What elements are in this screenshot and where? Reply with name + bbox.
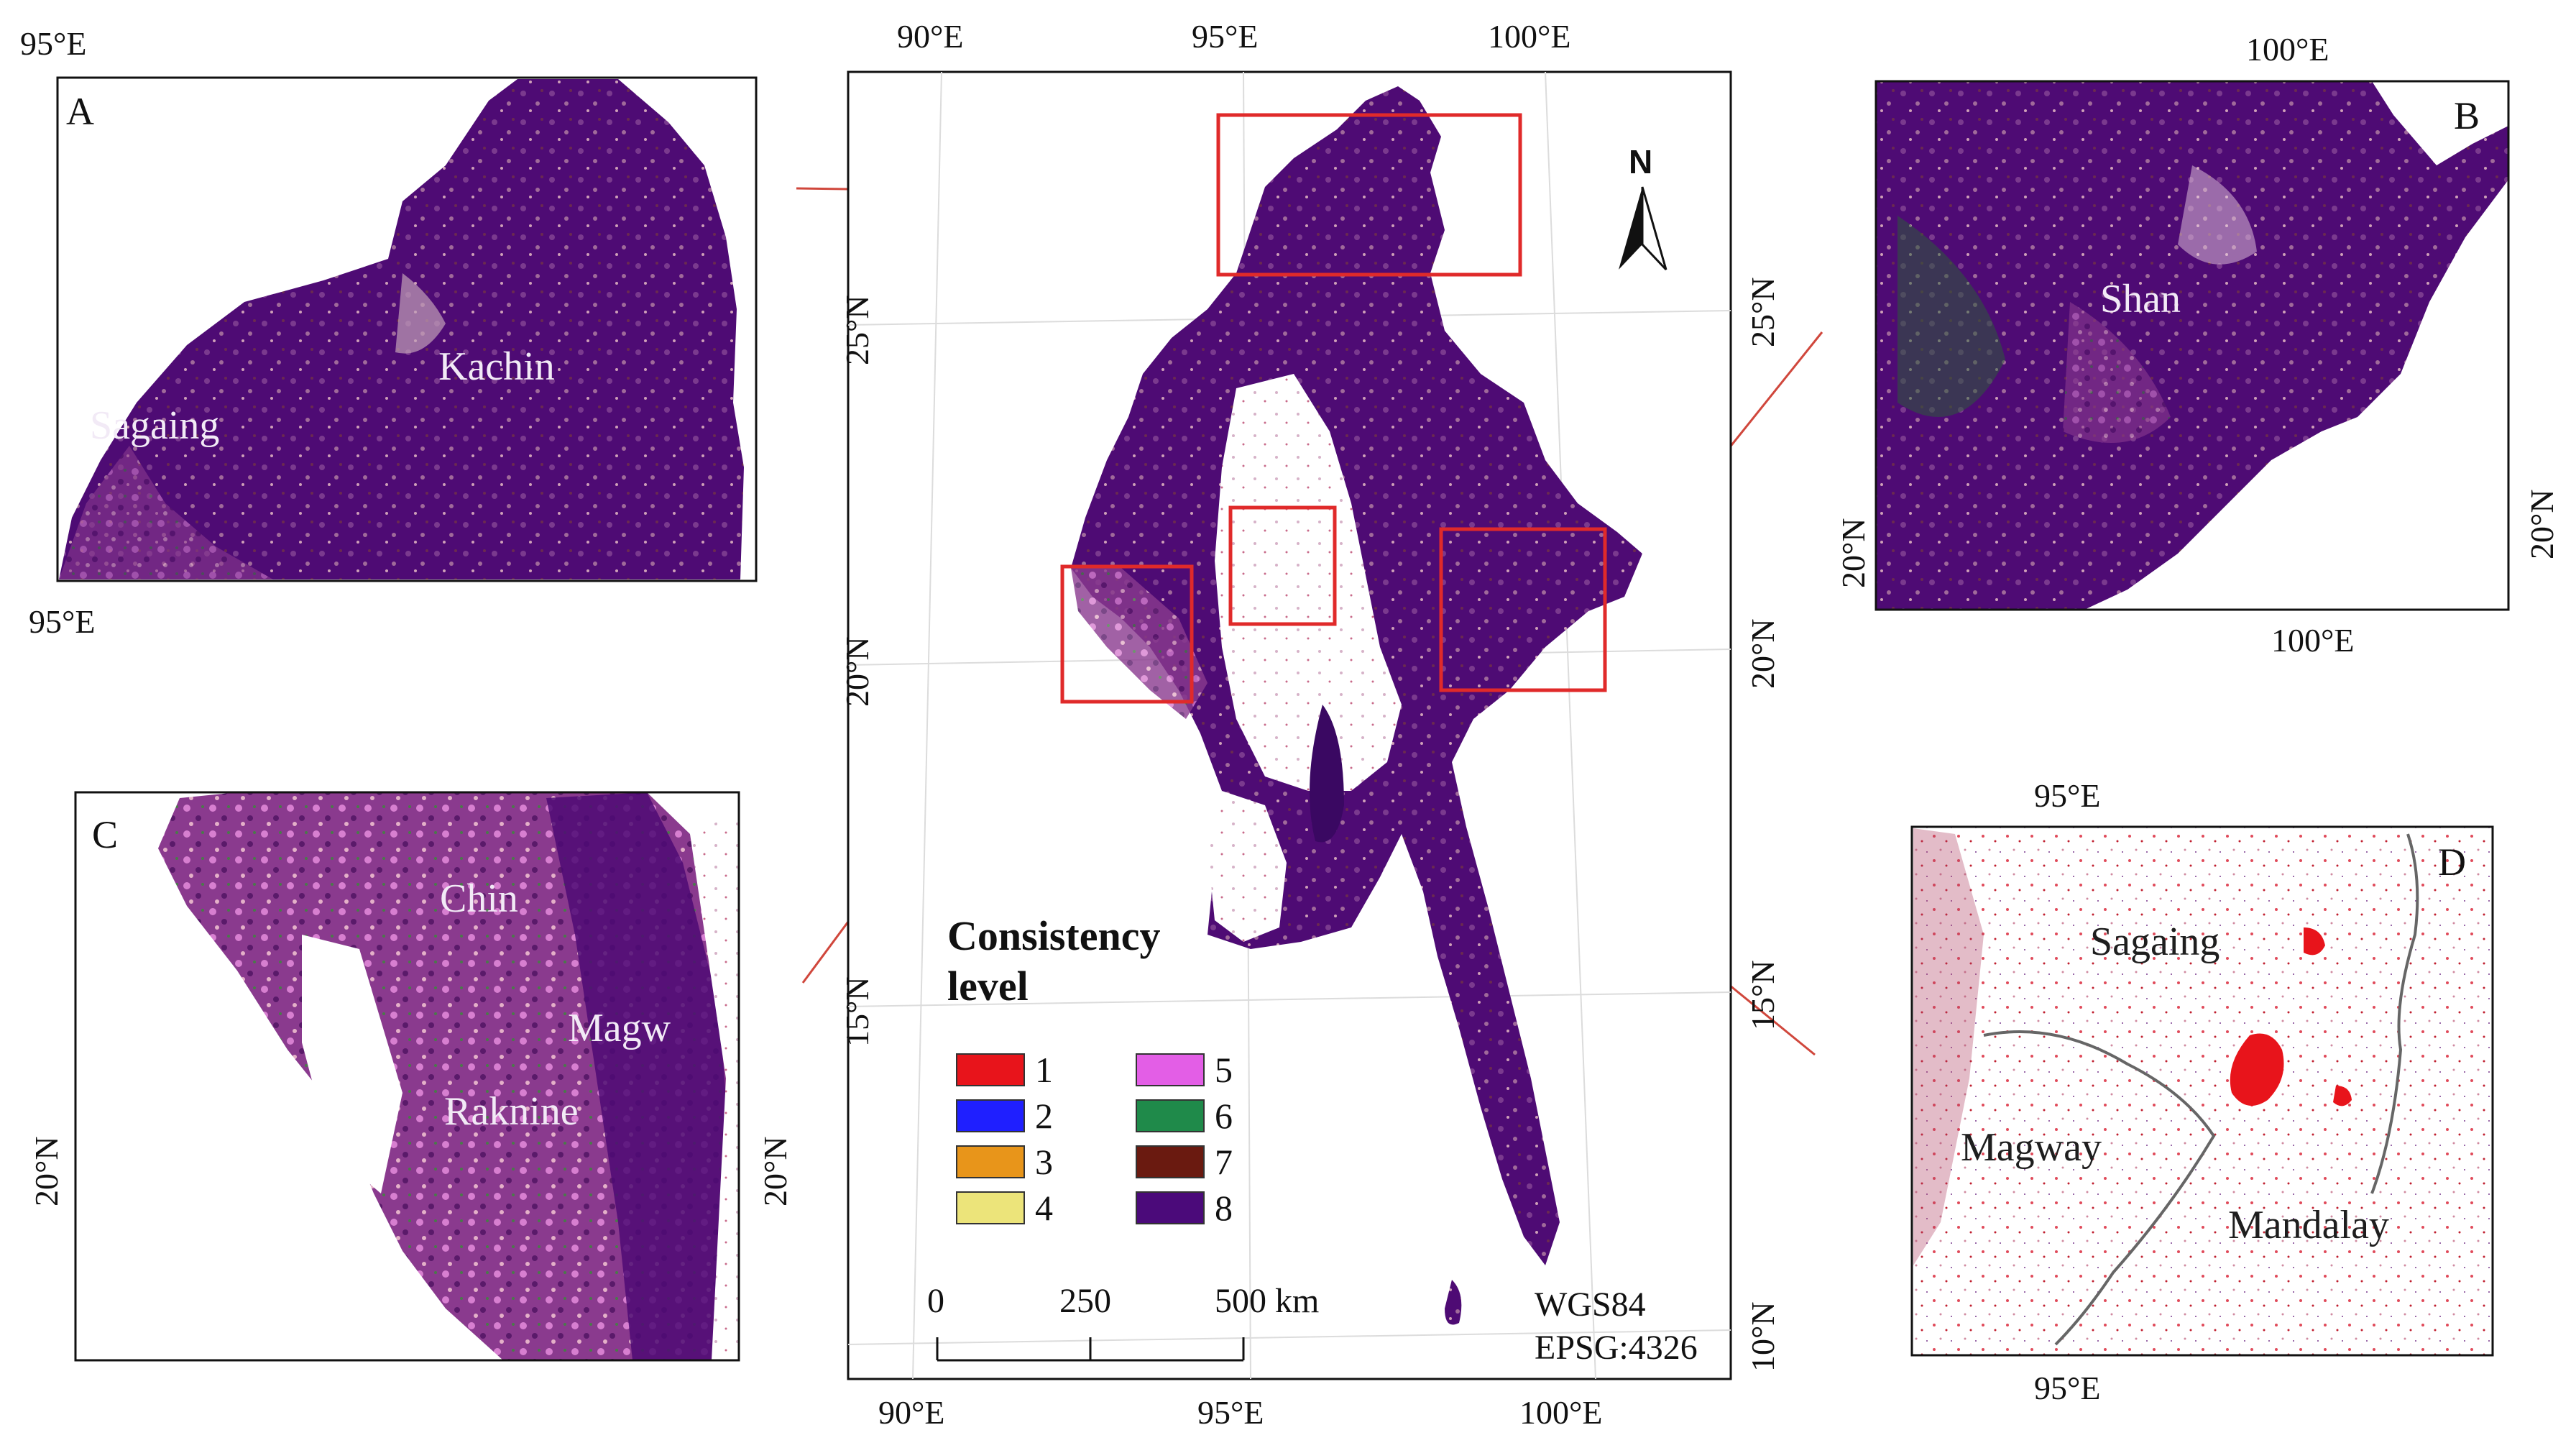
legend-item-4: 4	[956, 1188, 1053, 1228]
legend-swatch	[1136, 1053, 1205, 1086]
legend-swatch	[1136, 1145, 1205, 1178]
legend-swatch	[956, 1053, 1025, 1086]
legend-item-6: 6	[1136, 1096, 1233, 1136]
label-raknine: Raknine	[444, 1089, 579, 1134]
legend-swatch	[1136, 1191, 1205, 1224]
legend-label: 1	[1035, 1050, 1053, 1090]
crs-datum: WGS84	[1535, 1286, 1646, 1324]
panel-d-letter: D	[2438, 840, 2466, 884]
panel-a-bottom-tick: 95°E	[29, 603, 96, 640]
panel-b-map	[1876, 81, 2508, 610]
legend-label: 6	[1215, 1096, 1233, 1136]
scale-label-250: 250	[1059, 1282, 1111, 1320]
main-right-tick-20: 20°N	[1744, 618, 1781, 689]
main-bottom-tick-90: 90°E	[878, 1394, 945, 1431]
panel-c-right-tick: 20°N	[757, 1136, 794, 1206]
legend-item-7: 7	[1136, 1142, 1233, 1182]
legend-title-line2: level	[947, 963, 1029, 1009]
legend-label: 2	[1035, 1096, 1053, 1136]
label-chin: Chin	[440, 876, 518, 921]
label-sagaing-d: Sagaing	[2090, 920, 2220, 964]
panel-a-top-tick: 95°E	[20, 25, 87, 62]
main-map-frame	[847, 70, 1732, 1380]
main-top-tick-90: 90°E	[897, 18, 964, 55]
legend-item-5: 5	[1136, 1050, 1233, 1090]
label-kachin: Kachin	[438, 344, 555, 389]
legend-swatch	[956, 1099, 1025, 1132]
panel-c-map	[75, 792, 739, 1360]
main-left-tick-15: 15°N	[839, 976, 875, 1047]
panel-a-map	[56, 76, 758, 582]
north-label: N	[1629, 143, 1653, 180]
panel-b-right-tick: 20°N	[2524, 489, 2560, 559]
scale-label-500: 500 km	[1215, 1282, 1320, 1320]
main-left-tick-20: 20°N	[839, 636, 875, 707]
main-right-tick-25: 25°N	[1744, 277, 1781, 347]
legend-item-2: 2	[956, 1096, 1053, 1136]
label-sagaing-a: Sagaing	[90, 403, 220, 448]
panel-d-bottom-tick: 95°E	[2034, 1370, 2101, 1406]
panel-b-left-tick: 20°N	[1835, 518, 1872, 588]
panel-a-letter: A	[66, 90, 94, 133]
main-right-tick-15: 15°N	[1744, 960, 1781, 1030]
main-bottom-tick-95: 95°E	[1197, 1394, 1264, 1431]
legend-title-line1: Consistency	[947, 912, 1161, 959]
panel-c-left-tick: 20°N	[28, 1136, 65, 1206]
legend-label: 4	[1035, 1188, 1053, 1228]
legend-label: 3	[1035, 1142, 1053, 1182]
panel-b-bottom-tick: 100°E	[2271, 622, 2355, 659]
panel-c-letter: C	[92, 813, 119, 856]
crs-epsg: EPSG:4326	[1535, 1329, 1698, 1367]
legend-swatch	[956, 1145, 1025, 1178]
label-shan: Shan	[2100, 277, 2181, 321]
legend-swatch	[956, 1191, 1025, 1224]
legend-label: 8	[1215, 1188, 1233, 1228]
legend-item-1: 1	[956, 1050, 1053, 1090]
main-bottom-tick-100: 100°E	[1519, 1394, 1603, 1431]
panel-b-letter: B	[2454, 94, 2480, 137]
panel-d-top-tick: 95°E	[2034, 777, 2101, 814]
scale-label-0: 0	[927, 1282, 944, 1320]
main-top-tick-100: 100°E	[1488, 18, 1571, 55]
legend-swatch	[1136, 1099, 1205, 1132]
main-top-tick-95: 95°E	[1192, 18, 1259, 55]
legend-label: 7	[1215, 1142, 1233, 1182]
label-magway-d: Magway	[1961, 1125, 2102, 1170]
inset-boxes	[1060, 113, 1607, 704]
label-mandalay: Mandalay	[2228, 1203, 2389, 1247]
scale-bar	[936, 1337, 1245, 1362]
north-arrow-icon	[1619, 186, 1668, 271]
label-magway-c: Magw	[568, 1006, 671, 1050]
legend-item-3: 3	[956, 1142, 1053, 1182]
panel-d-map	[1912, 827, 2493, 1355]
legend-item-8: 8	[1136, 1188, 1233, 1228]
panel-b-top-tick: 100°E	[2246, 31, 2329, 68]
legend-label: 5	[1215, 1050, 1233, 1090]
main-right-tick-10: 10°N	[1744, 1301, 1781, 1372]
main-left-tick-25: 25°N	[839, 295, 875, 365]
